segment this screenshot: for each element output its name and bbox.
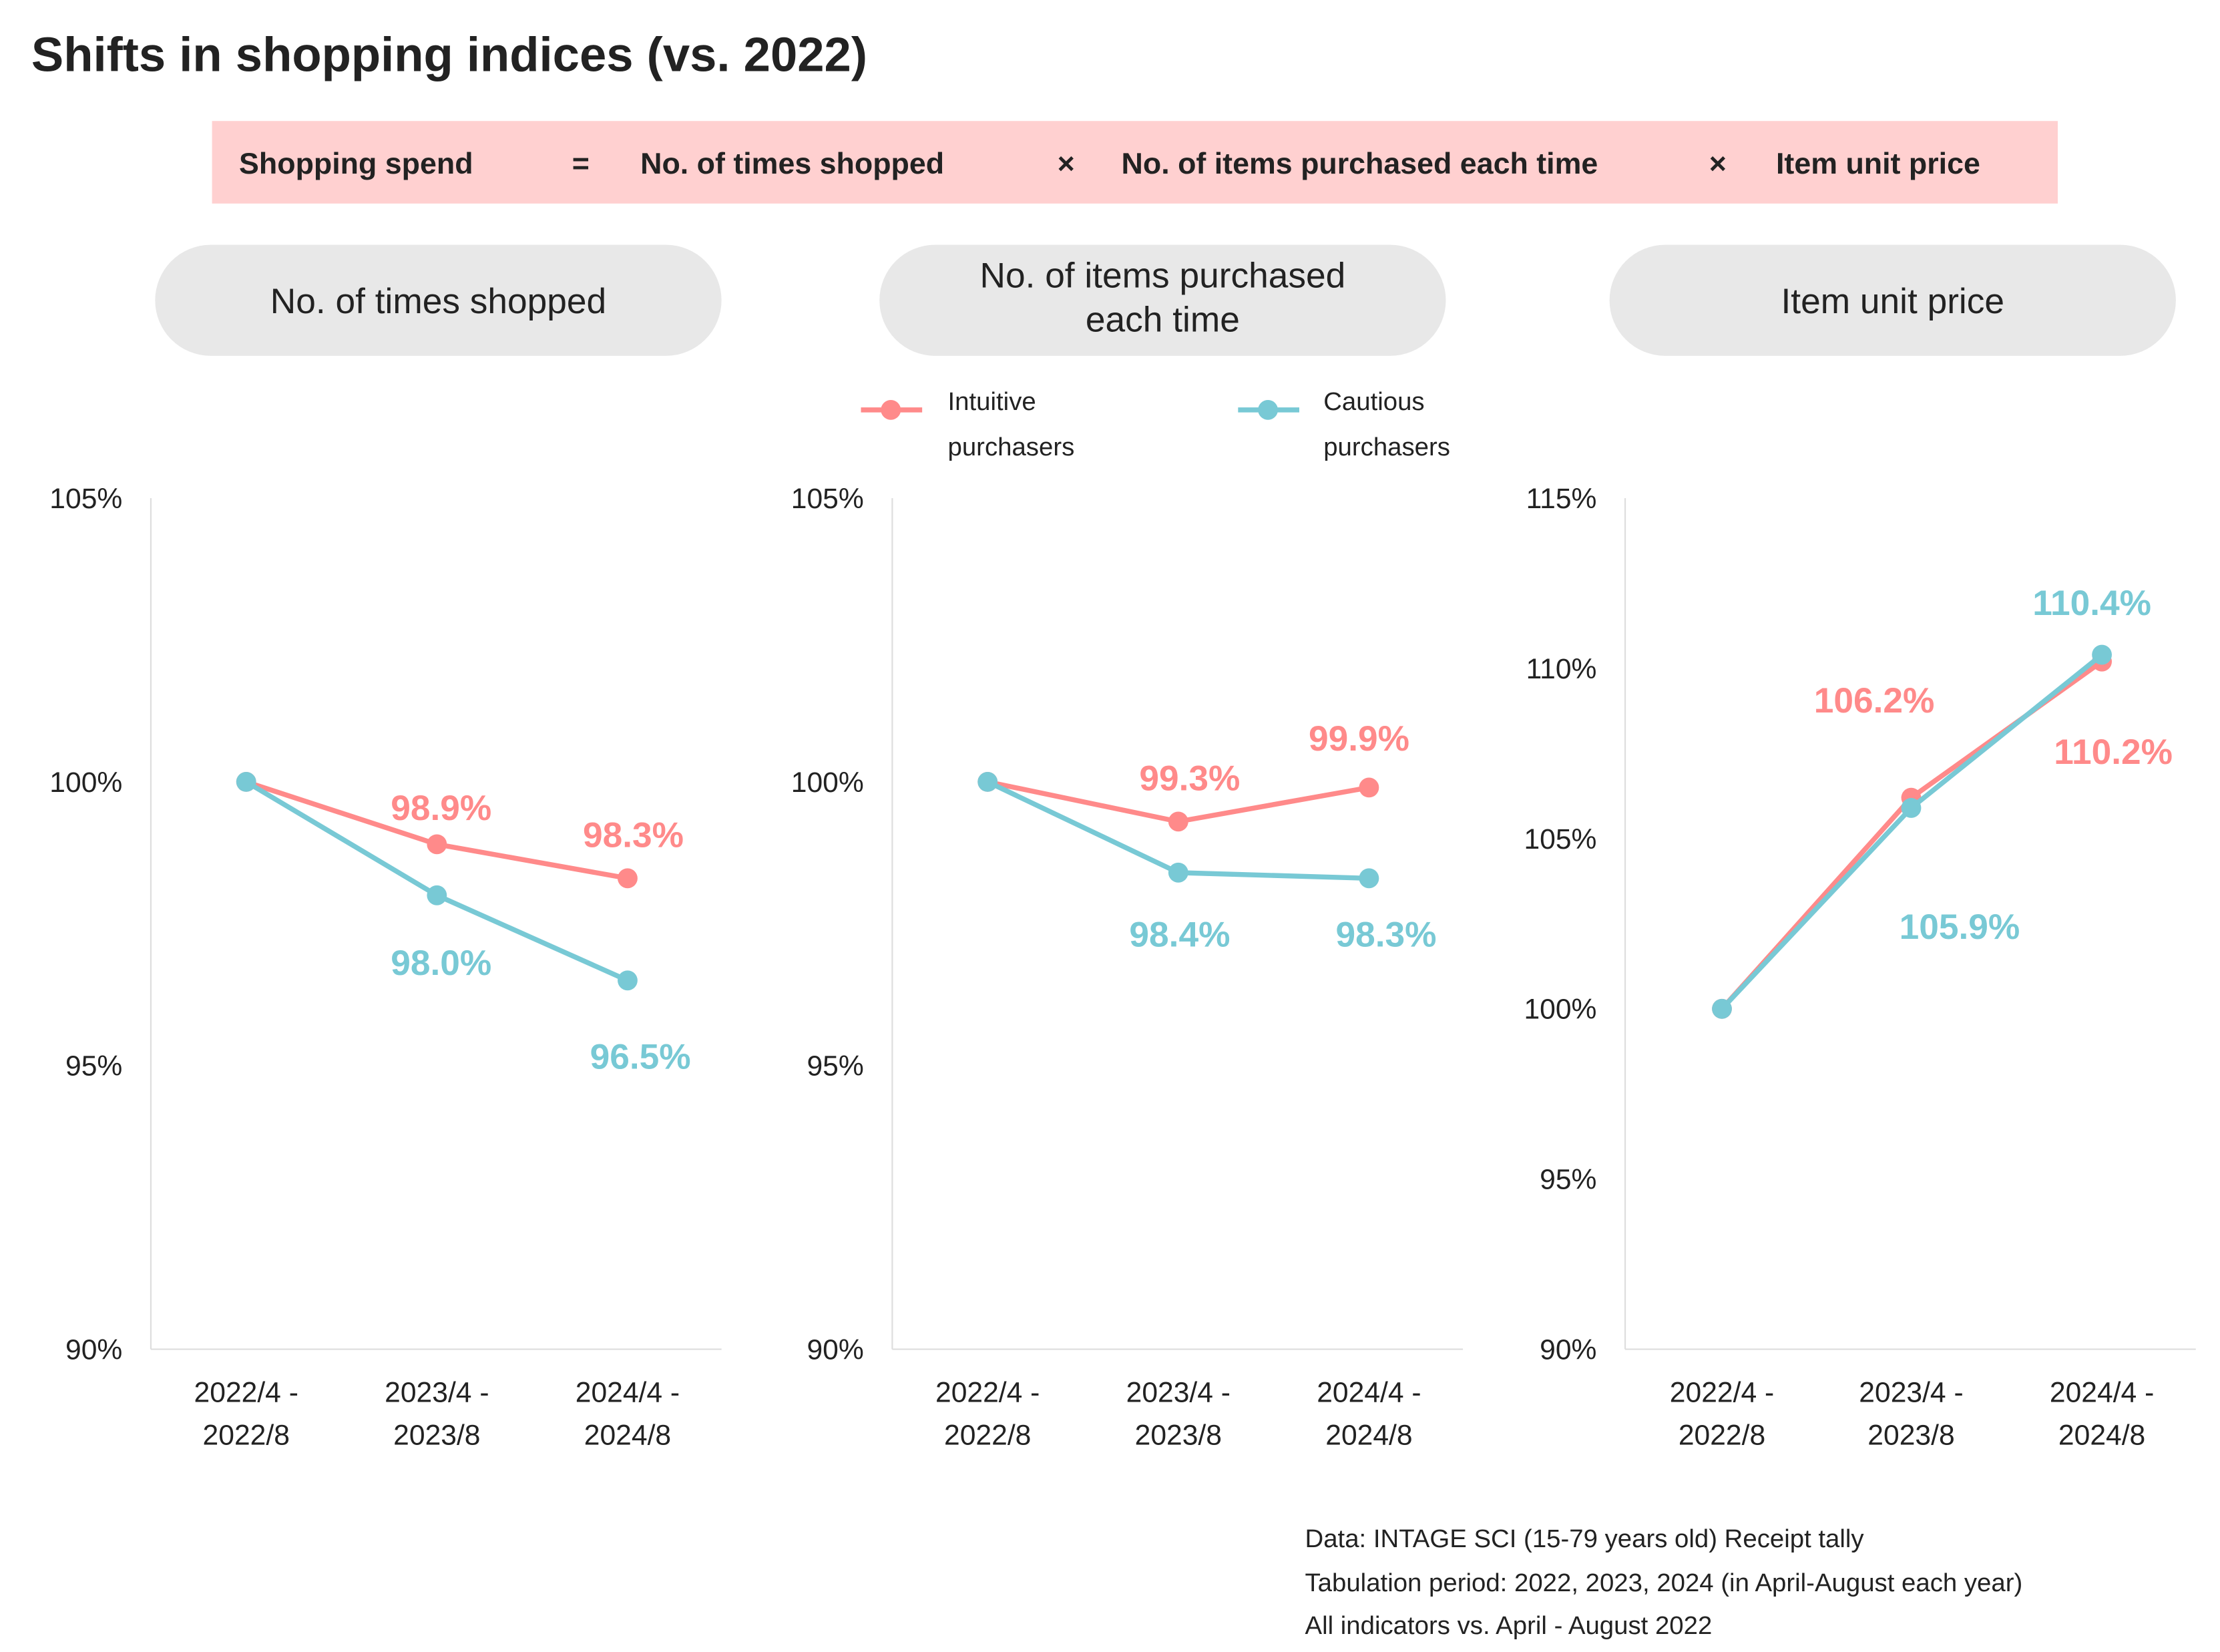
data-label: 98.3% — [1335, 915, 1436, 955]
y-tick-label: 95% — [807, 1050, 863, 1082]
x-tick-label: 2023/8 — [1135, 1419, 1222, 1451]
y-tick-label: 100% — [1524, 994, 1596, 1026]
data-point — [236, 771, 256, 792]
panel-title: No. of items purchased — [980, 256, 1346, 296]
series-cautious: 98.4% 98.3% — [977, 771, 1437, 955]
formula-operator: × — [1709, 147, 1727, 180]
y-tick-label: 110% — [1526, 653, 1597, 685]
panel-1: No. of times shopped 90% 95% 100% 105% 2022/4… — [49, 244, 722, 1451]
data-label: 99.9% — [1309, 719, 1409, 759]
formula-operator: = — [572, 147, 590, 180]
x-tick-label: 2024/8 — [1325, 1419, 1412, 1451]
series-intuitive: 98.9% 98.3% — [236, 771, 684, 889]
legend-label: purchasers — [948, 433, 1075, 461]
x-tick-label: 2023/4 - — [1126, 1376, 1231, 1408]
formula-banner: Shopping spend = No. of times shopped × … — [212, 121, 2058, 204]
data-point — [1359, 777, 1379, 798]
x-tick-label: 2022/4 - — [194, 1376, 298, 1408]
y-tick-label: 95% — [1540, 1164, 1596, 1196]
data-label: 98.4% — [1129, 915, 1230, 955]
panel-title: Item unit price — [1781, 282, 2005, 321]
series-cautious: 98.0% 96.5% — [236, 771, 691, 1076]
x-tick-label: 2022/8 — [1679, 1419, 1765, 1451]
y-tick-label: 115% — [1526, 483, 1597, 515]
x-tick-label: 2022/4 - — [935, 1376, 1040, 1408]
x-tick-label: 2022/8 — [203, 1419, 290, 1451]
x-tick-label: 2024/8 — [584, 1419, 671, 1451]
data-point — [1359, 868, 1379, 889]
y-tick-label: 95% — [65, 1050, 122, 1082]
formula-term: No. of items purchased each time — [1122, 147, 1598, 180]
data-label: 98.9% — [391, 789, 491, 828]
x-tick-label: 2023/4 - — [1859, 1376, 1963, 1408]
legend-item-cautious: Cautious purchasers — [1238, 387, 1450, 461]
x-tick-label: 2022/8 — [944, 1419, 1031, 1451]
y-tick-label: 90% — [807, 1334, 863, 1366]
formula-term: No. of times shopped — [640, 147, 944, 180]
data-point — [1168, 811, 1188, 832]
series-intuitive: 99.3% 99.9% — [977, 719, 1409, 832]
data-point — [1901, 798, 1922, 818]
legend: Intuitive purchasers Cautious purchasers — [861, 387, 1450, 461]
y-tick-label: 100% — [49, 767, 122, 799]
y-tick-label: 105% — [791, 483, 864, 515]
series-cautious: 105.9% 110.4% — [1712, 584, 2151, 1019]
data-label: 98.3% — [583, 815, 684, 855]
data-point — [427, 834, 447, 855]
legend-marker — [1258, 399, 1279, 420]
panel-title: each time — [1086, 300, 1240, 340]
panels: No. of times shopped 90% 95% 100% 105% 2022/4… — [49, 244, 2196, 1451]
footer-note: Data: INTAGE SCI (15-79 years old) Recei… — [1305, 1524, 1865, 1553]
data-point — [1712, 998, 1732, 1019]
data-point — [618, 970, 638, 991]
legend-item-intuitive: Intuitive purchasers — [861, 387, 1075, 461]
data-point — [977, 771, 998, 792]
footer-note: Tabulation period: 2022, 2023, 2024 (in … — [1305, 1569, 2023, 1597]
legend-marker — [881, 399, 901, 420]
panel-title-pill — [155, 244, 722, 356]
formula-operator: × — [1058, 147, 1075, 180]
x-tick-label: 2022/4 - — [1670, 1376, 1774, 1408]
formula-term: Item unit price — [1776, 147, 1980, 180]
y-tick-label: 90% — [1540, 1334, 1596, 1366]
data-label: 98.0% — [391, 944, 491, 983]
y-tick-label: 90% — [65, 1334, 122, 1366]
panel-title: No. of times shopped — [270, 282, 606, 321]
formula-background — [212, 121, 2058, 204]
x-tick-label: 2024/4 - — [1317, 1376, 1421, 1408]
x-tick-label: 2024/4 - — [2050, 1376, 2154, 1408]
data-label: 106.2% — [1814, 681, 1935, 720]
x-tick-label: 2023/4 - — [385, 1376, 489, 1408]
data-label: 99.3% — [1139, 759, 1240, 798]
data-label: 110.4% — [2032, 584, 2151, 623]
data-point — [427, 885, 447, 905]
series-intuitive: 106.2% 110.2% — [1712, 651, 2173, 1019]
data-point — [1168, 862, 1188, 883]
panel-title-pill — [879, 244, 1446, 356]
panel-title-pill — [1609, 244, 2176, 356]
footer-note: All indicators vs. April - August 2022 — [1305, 1611, 1713, 1640]
x-tick-label: 2024/8 — [2058, 1419, 2145, 1451]
data-point — [2092, 644, 2113, 665]
legend-label: purchasers — [1323, 433, 1450, 461]
x-tick-label: 2023/8 — [1867, 1419, 1954, 1451]
chart-title: Shifts in shopping indices (vs. 2022) — [31, 28, 867, 82]
x-tick-label: 2024/4 - — [576, 1376, 680, 1408]
x-tick-label: 2023/8 — [393, 1419, 480, 1451]
data-label: 110.2% — [2054, 733, 2173, 772]
data-label: 96.5% — [590, 1037, 691, 1076]
footer-notes: Data: INTAGE SCI (15-79 years old) Recei… — [1305, 1524, 2023, 1640]
data-label: 105.9% — [1900, 907, 2020, 947]
legend-label: Cautious — [1323, 387, 1424, 416]
y-tick-label: 100% — [791, 767, 864, 799]
data-point — [618, 868, 638, 889]
formula-term: Shopping spend — [239, 147, 473, 180]
y-tick-label: 105% — [1524, 823, 1596, 855]
legend-label: Intuitive — [948, 387, 1036, 416]
panel-3: Item unit price 90% 95% 100% 105% 110% 115% 202… — [1524, 244, 2196, 1451]
y-tick-label: 105% — [49, 483, 122, 515]
